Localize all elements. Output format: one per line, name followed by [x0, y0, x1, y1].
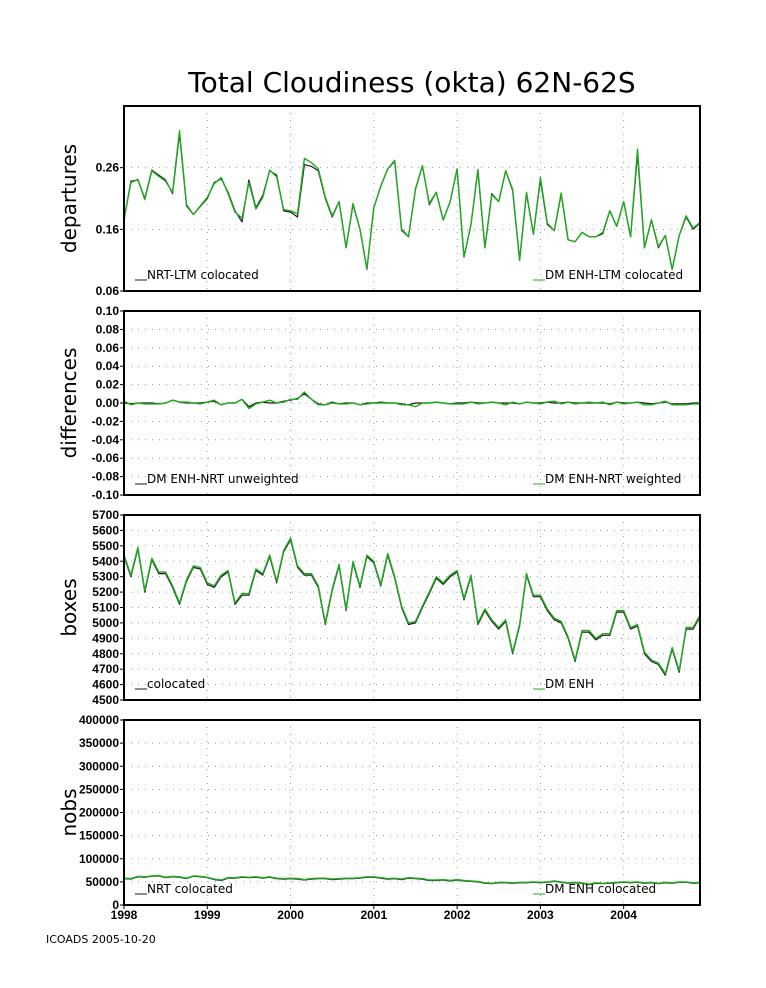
y-tick-label: 5000 — [92, 616, 119, 630]
panel-differences: 0.10 0.08 0.06 0.04 0.02 0.00 -0.02 -0.04 -0.06 -… — [57, 304, 701, 502]
panel-frame — [123, 514, 701, 701]
legend-label: DM ENH-NRT weighted — [545, 472, 681, 486]
x-tick-label: 2004 — [610, 908, 637, 922]
series-line-ref — [123, 133, 701, 270]
y-tick-label: 4700 — [92, 662, 119, 676]
x-tick-label: 1999 — [194, 908, 221, 922]
y-tick-label: 0 — [112, 898, 119, 912]
credit-text: ICOADS 2005-10-20 — [46, 933, 156, 946]
x-tick-label: 1998 — [111, 908, 138, 922]
x-tick-label: 2001 — [360, 908, 387, 922]
series-line-alt — [123, 129, 701, 271]
panel-nobs: 400000 350000 300000 250000 200000 150000 1000… — [57, 713, 701, 922]
y-tick-label: 0.06 — [96, 284, 120, 298]
y-tick-label: 5200 — [92, 585, 119, 599]
panel-departures: 0.06 0.16 0.26 departures NRT-LTM colocated D… — [57, 105, 701, 298]
y-tick-label: -0.08 — [92, 470, 120, 484]
y-tick-label: 250000 — [79, 782, 119, 796]
y-tick-label: 0.16 — [96, 222, 120, 236]
y-tick-label: 5100 — [92, 601, 119, 615]
legend-label: DM ENH-NRT unweighted — [147, 472, 299, 486]
legend-label: NRT-LTM colocated — [147, 268, 259, 282]
y-tick-label: 0.04 — [96, 359, 120, 373]
legend-label: DM ENH — [545, 677, 594, 691]
legend-label: DM ENH-LTM colocated — [545, 268, 683, 282]
legend-label: DM ENH colocated — [545, 882, 656, 896]
y-tick-label: 100000 — [79, 852, 119, 866]
y-tick-label: 50000 — [86, 875, 120, 889]
y-tick-label: 0.26 — [96, 161, 120, 175]
y-tick-label: 300000 — [79, 759, 119, 773]
legend-label: colocated — [147, 677, 205, 691]
panel-frame — [123, 105, 701, 292]
y-tick-label: 4800 — [92, 647, 119, 661]
y-tick-label: 5400 — [92, 554, 119, 568]
series-line-alt — [123, 537, 701, 675]
y-tick-label: 4500 — [92, 693, 119, 707]
y-tick-label: 5700 — [92, 508, 119, 522]
y-tick-label: 4600 — [92, 678, 119, 692]
series-line-ref — [123, 539, 701, 676]
series-line-alt — [123, 874, 701, 885]
x-tick-label: 2003 — [527, 908, 554, 922]
legend-label: NRT colocated — [147, 882, 233, 896]
y-tick-label: 5300 — [92, 570, 119, 584]
x-tick-label: 2000 — [277, 908, 304, 922]
y-tick-label: -0.04 — [92, 433, 120, 447]
y-tick-label: 5500 — [92, 539, 119, 553]
series-line-alt — [123, 391, 700, 410]
y-axis-label: departures — [57, 144, 81, 253]
y-tick-label: 350000 — [79, 736, 119, 750]
y-axis-label: boxes — [57, 578, 81, 636]
y-tick-label: 5600 — [92, 523, 119, 537]
panel-frame — [123, 719, 701, 906]
y-tick-label: 4900 — [92, 631, 119, 645]
y-tick-label: 0.10 — [96, 304, 120, 318]
chart-title: Total Cloudiness (okta) 62N-62S — [187, 66, 635, 99]
y-axis-label: differences — [57, 348, 81, 459]
series-line-ref — [123, 393, 700, 408]
y-tick-label: 0.00 — [96, 396, 120, 410]
y-tick-label: 0.06 — [96, 341, 120, 355]
y-tick-label: -0.02 — [92, 414, 120, 428]
y-tick-label: -0.06 — [92, 451, 120, 465]
y-tick-label: 0.02 — [96, 378, 120, 392]
y-axis-label: nobs — [57, 788, 81, 836]
y-tick-label: 200000 — [79, 806, 119, 820]
panel-frame — [123, 310, 701, 496]
y-tick-label: 150000 — [79, 829, 119, 843]
y-tick-label: 0.08 — [96, 322, 120, 336]
y-tick-label: 400000 — [79, 713, 119, 727]
x-tick-label: 2002 — [444, 908, 471, 922]
panels: 0.06 0.16 0.26 departures NRT-LTM colocated D… — [57, 105, 701, 922]
y-tick-label: -0.10 — [92, 488, 120, 502]
